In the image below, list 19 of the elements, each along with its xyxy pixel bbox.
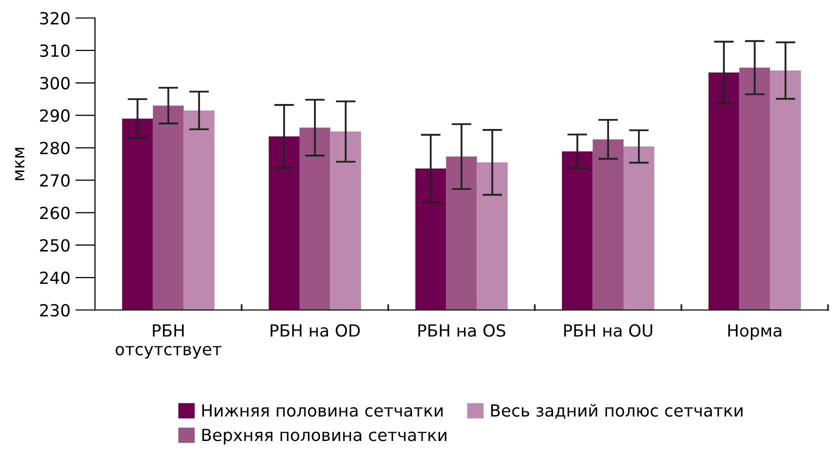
x-tick-label: РБН на OS: [418, 324, 506, 337]
y-tick-label: 250: [40, 239, 70, 252]
y-tick-label: 240: [40, 272, 70, 284]
legend-label: Верхняя половина сетчатки: [202, 428, 446, 444]
y-tick-label: 290: [40, 109, 70, 122]
x-tick-label: РБН отсутствует: [116, 324, 222, 359]
x-tick-label: РБН на OD: [270, 324, 360, 337]
y-tick-label: 230: [40, 304, 70, 317]
legend-label: Нижняя половина сетчатки: [202, 404, 443, 417]
x-tick-label: РБН на OU: [564, 324, 652, 337]
y-axis-title: мкм: [15, 148, 24, 180]
y-tick-label: 320: [40, 12, 70, 25]
y-tick-label: 260: [40, 206, 70, 220]
y-tick-label: 310: [40, 44, 70, 58]
legend-label: Весь задний полюс сетчатки: [491, 404, 742, 419]
y-tick-label: 280: [40, 142, 70, 154]
y-tick-label: 300: [40, 76, 70, 90]
x-tick-label: Норма: [728, 324, 782, 340]
y-tick-label: 270: [40, 174, 70, 187]
